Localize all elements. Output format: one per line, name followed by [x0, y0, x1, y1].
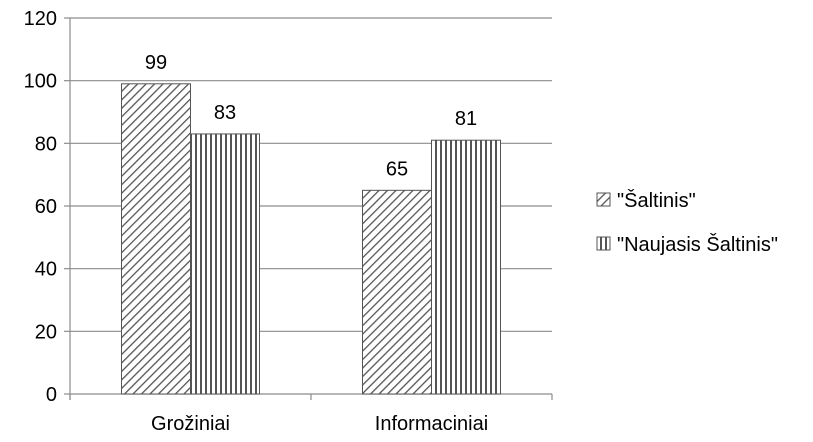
data-label: 83 — [214, 102, 236, 124]
y-tick-label: 0 — [46, 384, 57, 406]
bars — [121, 83, 501, 395]
y-tick-label: 120 — [24, 8, 57, 30]
bar — [362, 189, 432, 395]
bar — [431, 139, 501, 395]
x-tick-label: Informaciniai — [375, 413, 488, 435]
x-tick-label: Grožiniai — [151, 413, 230, 435]
y-tick-label: 80 — [35, 133, 57, 155]
data-label: 81 — [455, 108, 477, 130]
bar — [121, 83, 191, 395]
y-tick-label: 40 — [35, 259, 57, 281]
data-label: 65 — [386, 158, 408, 180]
y-tick-label: 60 — [35, 196, 57, 218]
legend: "Šaltinis" "Naujasis Šaltinis" — [596, 189, 778, 256]
legend-swatch — [596, 192, 611, 207]
legend-label: "Naujasis Šaltinis" — [617, 233, 778, 256]
y-tick-label: 100 — [24, 71, 57, 93]
y-tick-label: 20 — [35, 321, 57, 343]
legend-label: "Šaltinis" — [617, 189, 696, 212]
legend-swatch — [596, 236, 611, 251]
labels: 99 65 83 81 — [145, 52, 477, 181]
bar — [190, 133, 260, 395]
data-label: 99 — [145, 52, 167, 74]
